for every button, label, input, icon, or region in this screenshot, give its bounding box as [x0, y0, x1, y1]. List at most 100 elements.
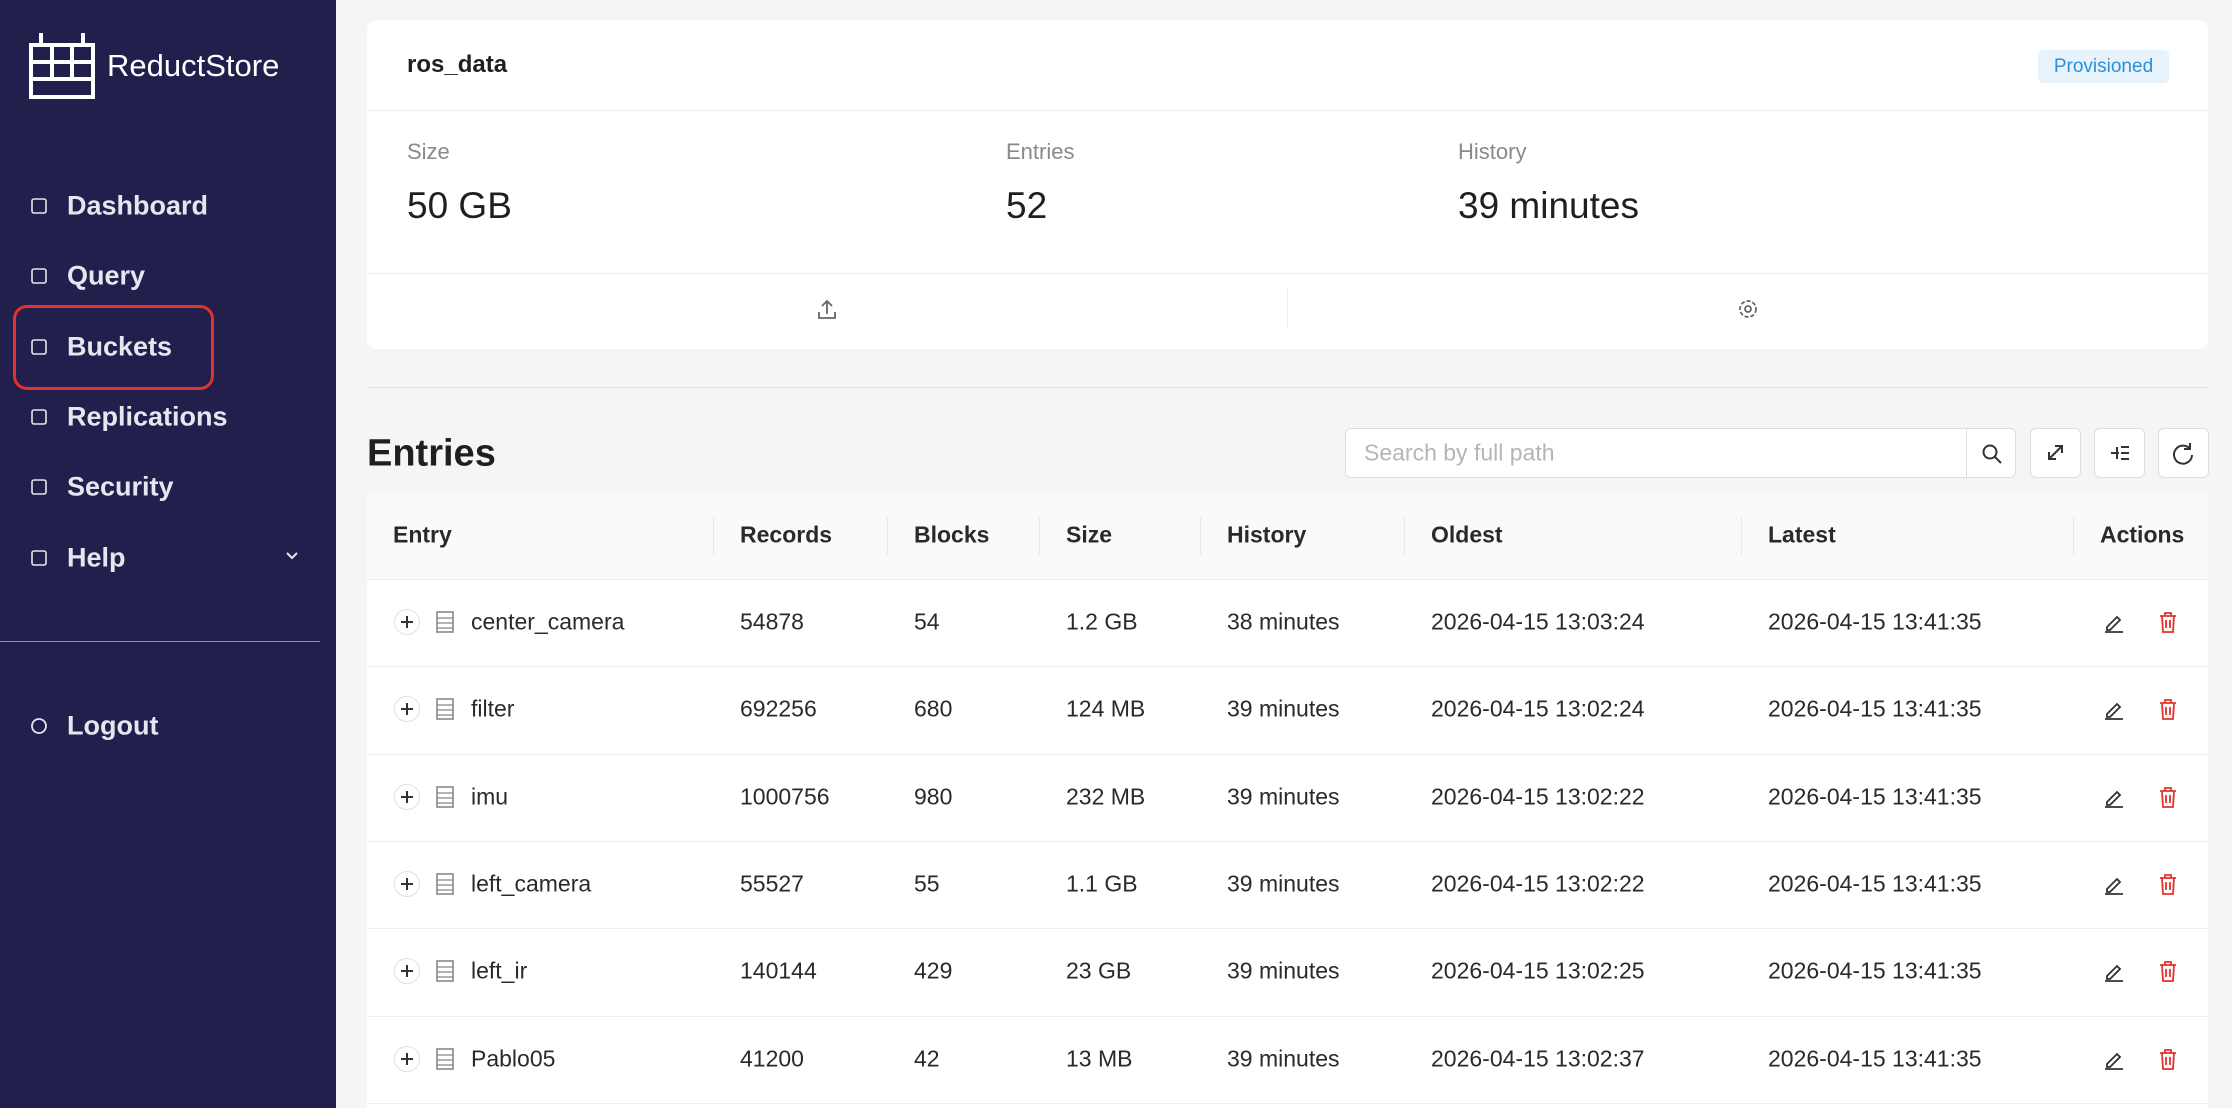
cell: 42 — [914, 1045, 940, 1071]
search-icon[interactable] — [1981, 443, 2003, 465]
tree-button[interactable] — [2094, 428, 2145, 478]
bucket-name: ros_data — [407, 51, 508, 78]
stat-value: 39 minutes — [1458, 185, 1639, 226]
column-separator — [713, 517, 714, 555]
nav-item[interactable]: Dashboard — [67, 190, 209, 221]
cell: 2026-04-15 13:02:22 — [1431, 870, 1645, 897]
nav-item[interactable]: Query — [67, 260, 146, 291]
edit-button[interactable] — [2103, 1048, 2125, 1075]
stat-label: Entries — [1006, 139, 1075, 164]
cell: 1.1 GB — [1066, 870, 1138, 897]
column-separator — [1741, 517, 1742, 555]
cell: 232 MB — [1066, 783, 1146, 810]
entry-name[interactable]: center_camera — [471, 608, 625, 635]
delete-button[interactable] — [2157, 960, 2179, 987]
column-header: Latest — [1768, 521, 1836, 548]
delete-button[interactable] — [2157, 873, 2179, 900]
logo-icon — [29, 33, 95, 99]
entry-name[interactable]: left_ir — [471, 957, 528, 984]
expand-row[interactable] — [394, 870, 420, 897]
edit-button[interactable] — [2103, 611, 2125, 638]
cell: 980 — [914, 783, 953, 810]
entry-icon — [436, 1047, 454, 1070]
edit-button[interactable] — [2103, 960, 2125, 987]
separator — [367, 387, 2208, 388]
chevron[interactable] — [284, 548, 300, 564]
delete-button[interactable] — [2157, 698, 2179, 725]
divider — [367, 110, 2208, 111]
column-header: Actions — [2100, 521, 2185, 548]
plus-icon — [401, 877, 413, 890]
entries-table: Entry Records Blocks Size History Oldest Lates… — [367, 493, 2208, 1108]
divider — [367, 273, 2208, 274]
entry-name[interactable]: left_camera — [471, 870, 592, 897]
row-divider — [367, 1102, 2208, 1104]
file-icon — [436, 611, 454, 633]
nav-icon — [31, 198, 47, 214]
cell: 2026-04-15 13:41:35 — [1768, 870, 1982, 897]
cell: 2026-04-15 13:02:24 — [1431, 695, 1645, 722]
cell: 2026-04-15 13:41:35 — [1768, 608, 1982, 635]
upload-icon[interactable] — [817, 298, 837, 320]
edit-button[interactable] — [2103, 873, 2125, 900]
nav-item[interactable]: Help — [67, 542, 126, 573]
divider — [0, 641, 320, 642]
refresh-button[interactable] — [2158, 428, 2209, 478]
expand-row[interactable] — [394, 783, 420, 810]
expand-button[interactable] — [2030, 428, 2081, 478]
cell: 55 — [914, 870, 940, 897]
highlight — [13, 305, 214, 390]
divider — [1287, 288, 1288, 328]
column-separator — [1200, 517, 1201, 555]
column-header: Records — [740, 521, 833, 548]
column-header: Entry — [393, 521, 452, 548]
cell: 680 — [914, 695, 953, 722]
cell: 39 minutes — [1227, 783, 1340, 810]
cell: 41200 — [740, 1045, 804, 1071]
entry-name[interactable]: imu — [471, 783, 509, 810]
entry-icon — [436, 611, 454, 633]
expand-row[interactable] — [394, 696, 420, 723]
logout[interactable]: Logout — [67, 710, 159, 741]
plus-icon — [401, 1052, 413, 1065]
file-icon — [436, 1047, 454, 1070]
entry-name[interactable]: filter — [471, 695, 515, 722]
delete-button[interactable] — [2157, 611, 2179, 638]
nav-icon — [31, 268, 47, 284]
cell: 429 — [914, 957, 953, 984]
edit-icon — [2105, 964, 2123, 983]
delete-button[interactable] — [2157, 786, 2179, 813]
entry-icon — [436, 698, 454, 721]
bucket-card: ros_data Provisioned Size 50 GB Entries 52 H… — [367, 20, 2208, 349]
entry-icon — [436, 785, 454, 808]
stat-label: Size — [407, 139, 450, 164]
edit-icon — [2105, 615, 2123, 633]
nav-item[interactable]: Replications — [67, 401, 228, 432]
column-header: Oldest — [1431, 521, 1503, 548]
divider — [1966, 429, 1967, 477]
expand-row[interactable] — [394, 958, 420, 985]
entry-name[interactable]: Pablo05 — [471, 1045, 556, 1071]
cell: 2026-04-15 13:41:35 — [1768, 695, 1982, 722]
cell: 140144 — [740, 957, 817, 984]
expand-row[interactable] — [394, 1045, 420, 1072]
logout-icon — [31, 718, 47, 734]
delete-button[interactable] — [2157, 1048, 2179, 1075]
row-divider — [367, 1015, 2208, 1017]
search-box[interactable]: Search by full path — [1345, 428, 2016, 478]
edit-button[interactable] — [2103, 786, 2125, 813]
edit-icon — [2105, 877, 2123, 895]
nav-item[interactable]: Buckets — [67, 331, 173, 362]
delete-icon — [2160, 1048, 2176, 1070]
cell: 1000756 — [740, 783, 830, 810]
expand-row[interactable] — [394, 609, 420, 635]
cell: 1.2 GB — [1066, 608, 1138, 635]
file-icon — [436, 785, 454, 808]
nav-item[interactable]: Security — [67, 471, 174, 502]
column-header: History — [1227, 521, 1307, 548]
settings-icon[interactable] — [1737, 298, 1759, 320]
cell: 39 minutes — [1227, 1045, 1340, 1071]
edit-button[interactable] — [2103, 698, 2125, 725]
cell: 2026-04-15 13:02:22 — [1431, 783, 1645, 810]
cell: 2026-04-15 13:41:35 — [1768, 957, 1982, 984]
